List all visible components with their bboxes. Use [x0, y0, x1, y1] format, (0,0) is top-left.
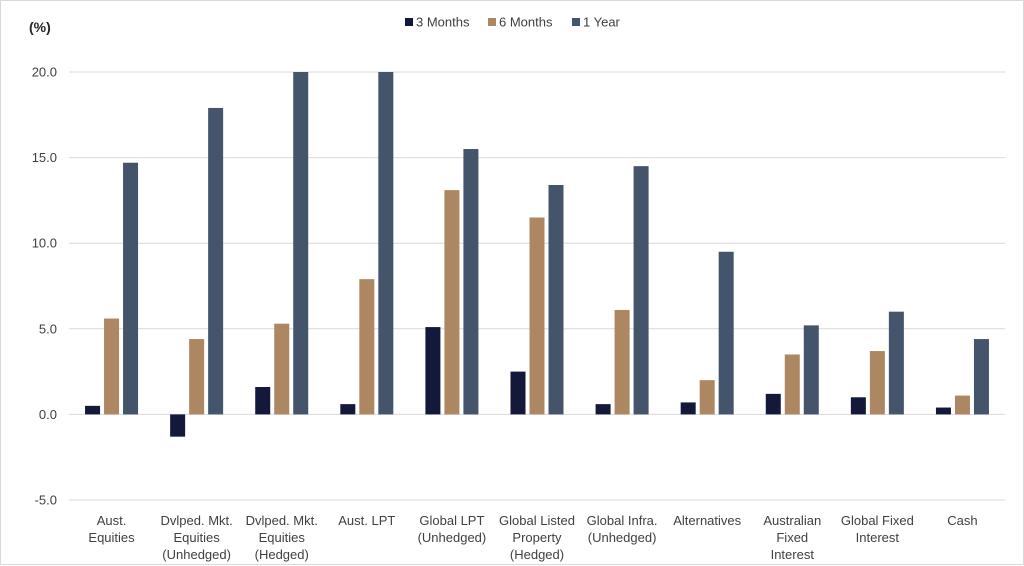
bar-3-months [850, 397, 866, 415]
bar-1-year [973, 339, 989, 415]
category-label: Dvlped. Mkt. Equities (Unhedged) [161, 513, 233, 562]
bar-3-months [510, 371, 526, 415]
category-label: Global Listed Property (Hedged) [499, 513, 575, 562]
legend-swatch [405, 18, 413, 26]
bar-1-year [548, 184, 564, 415]
bar-3-months [425, 327, 441, 415]
bar-1-year [888, 311, 904, 415]
category-label: Aust. LPT [338, 513, 395, 528]
legend-swatch [572, 18, 580, 26]
legend-label: 6 Months [499, 15, 553, 30]
bar-6-months [699, 380, 715, 415]
bar-6-months [869, 351, 885, 415]
bar-1-year [718, 251, 734, 415]
category-label: Dvlped. Mkt. Equities (Hedged) [246, 513, 318, 562]
bar-3-months [340, 404, 356, 415]
category-label: Aust. Equities [88, 513, 135, 545]
bar-6-months [954, 395, 970, 415]
category-label: Alternatives [673, 513, 741, 528]
bar-6-months [104, 318, 120, 415]
y-axis-ticks: 20.0 15.0 10.0 5.0 0.0 -5.0 [32, 65, 57, 508]
bar-6-months [359, 279, 375, 415]
bar-6-months [529, 217, 545, 415]
bar-6-months [274, 323, 290, 415]
y-tick-label: 20.0 [32, 65, 57, 80]
bar-1-year [293, 72, 309, 415]
bar-6-months [614, 309, 630, 415]
bar-3-months [255, 387, 271, 415]
category-label: Global Fixed Interest [841, 513, 914, 545]
bar-3-months [935, 407, 951, 415]
bar-6-months [784, 354, 800, 415]
category-label: Cash [947, 513, 977, 528]
legend-label: 1 Year [583, 15, 621, 30]
legend-swatch [488, 18, 496, 26]
bar-6-months [444, 190, 460, 415]
bar-3-months [170, 414, 186, 437]
bar-1-year [378, 72, 394, 415]
y-tick-label: 0.0 [39, 407, 57, 422]
bar-3-months [765, 393, 781, 415]
category-label: Global LPT (Unhedged) [418, 513, 487, 545]
bars [85, 72, 989, 437]
bar-1-year [208, 107, 224, 415]
y-tick-label: -5.0 [35, 493, 57, 508]
legend-label: 3 Months [416, 15, 470, 30]
y-tick-label: 15.0 [32, 150, 57, 165]
category-label: Global Infra. (Unhedged) [587, 513, 658, 545]
bar-6-months [189, 339, 205, 415]
bar-1-year [463, 149, 479, 415]
bar-3-months [680, 402, 696, 415]
y-tick-label: 10.0 [32, 236, 57, 251]
y-axis-label: (%) [29, 19, 51, 35]
y-tick-label: 5.0 [39, 321, 57, 336]
bar-3-months [595, 404, 611, 415]
bar-1-year [803, 325, 819, 415]
category-label: Australian Fixed Interest [763, 513, 821, 562]
bar-1-year [123, 162, 139, 415]
legend: 3 Months 6 Months 1 Year [405, 15, 621, 30]
bar-1-year [633, 166, 649, 415]
x-axis-categories: Aust. Equities Dvlped. Mkt. Equities (Unhedg… [88, 513, 977, 562]
bar-3-months [85, 405, 101, 415]
